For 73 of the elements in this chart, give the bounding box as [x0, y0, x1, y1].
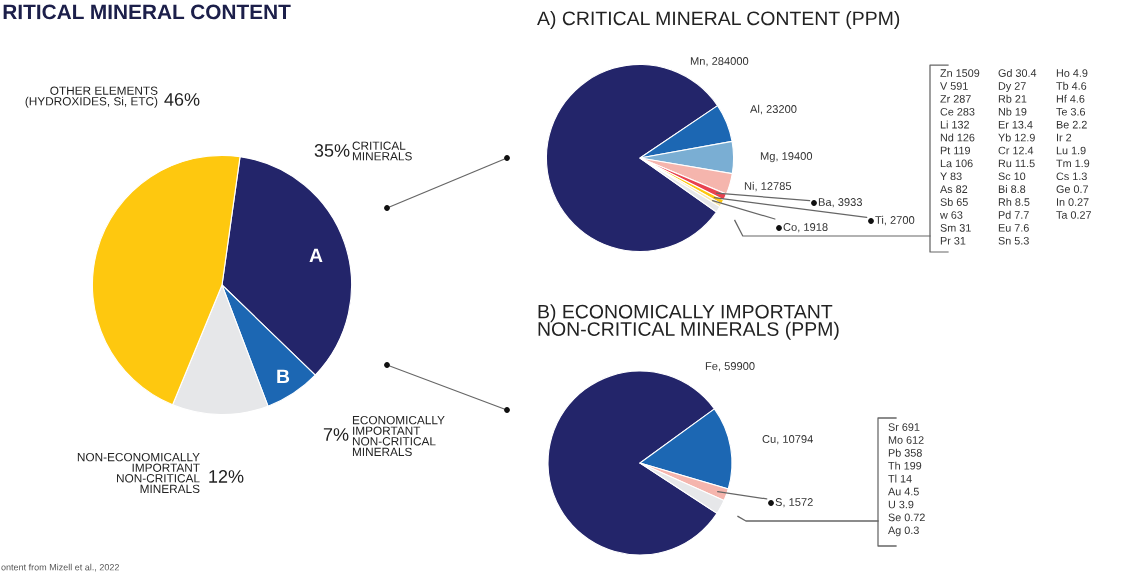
text: Lu 1.9: [1056, 146, 1086, 155]
text: V 591: [940, 82, 968, 90]
chart-title: A) CRITICAL MINERAL CONTENT (PPM): [537, 10, 900, 30]
text: Sb 65: [940, 197, 968, 206]
text: Te 3.6: [1056, 107, 1086, 116]
text: Au 4.5: [888, 487, 919, 496]
text: Sn 5.3: [998, 236, 1029, 245]
text: U 3.9: [888, 500, 914, 509]
text: Eu 7.6: [998, 224, 1029, 232]
slice-label: NON-ECONOMICALLY IMPORTANT NON-CRITICAL MINERALS: [77, 452, 200, 494]
slice-label: Cu, 10794: [762, 435, 813, 445]
text: Bi 8.8: [998, 185, 1026, 194]
text: Gd 30.4: [998, 68, 1037, 77]
text: Be 2.2: [1056, 120, 1087, 129]
text: Cr 12.4: [998, 146, 1034, 155]
data-label: 12%: [209, 470, 244, 483]
slice-label: S, 1572: [775, 498, 813, 508]
chart-title: B) ECONOMICALLY IMPORTANT NON-CRITICAL MINERALS (PPM): [538, 304, 839, 340]
text: Nd 126: [940, 133, 975, 142]
text: Yb 12.9: [998, 133, 1035, 142]
text: Se 0.72: [888, 513, 925, 522]
text: B: [277, 369, 290, 384]
slice-label: Al, 23200: [750, 104, 797, 115]
text: Pb 358: [888, 448, 922, 457]
text: Ru 11.5: [998, 159, 1035, 168]
text: In 0.27: [1057, 198, 1089, 206]
slice-label: OTHER ELEMENTS (HYDROXIDES, Si, ETC): [25, 86, 158, 108]
text: Li 132: [940, 120, 969, 129]
text: Pt 119: [940, 146, 971, 155]
text: Nb 19: [998, 107, 1027, 116]
text: Th 199: [888, 461, 922, 470]
text: Pr 31: [940, 236, 966, 245]
text: Rh 8.5: [998, 197, 1030, 206]
slice-label: Ba, 3933: [818, 198, 862, 208]
text: Sr 691: [888, 423, 920, 431]
text: Sm 31: [940, 224, 971, 232]
text: Rb 21: [998, 94, 1027, 103]
data-label: 35%: [314, 144, 350, 157]
text: La 106: [940, 159, 973, 168]
text: Ge 0.7: [1056, 185, 1088, 194]
text: Mo 612: [888, 436, 924, 444]
data-label: 7%: [323, 428, 349, 441]
text: Dy 27: [998, 82, 1026, 92]
text: Cs 1.3: [1056, 172, 1087, 181]
slice-label: CRITICAL MINERALS: [352, 141, 412, 161]
text: Sc 10: [998, 172, 1026, 181]
slice-label: Mg, 19400: [760, 152, 813, 163]
text: ontent from Mizell et al., 2022: [1, 563, 119, 572]
text: Tm 1.9: [1056, 159, 1090, 168]
slice-label: Co, 1918: [783, 223, 828, 233]
slice-label: ECONOMICALLY IMPORTANT NON-CRITICAL MINERALS: [352, 415, 445, 457]
text: w 63: [939, 211, 963, 219]
data-label: 46%: [164, 93, 200, 106]
text: Ag 0.3: [888, 526, 919, 537]
text: Zn 1509: [940, 69, 980, 77]
text: Er 13.4: [998, 120, 1033, 129]
text: Ir 2: [1057, 133, 1072, 142]
slice-label: Mn, 284000: [690, 57, 749, 67]
chart-title: RITICAL MINERAL CONTENT: [3, 4, 291, 20]
text: Tb 4.6: [1056, 81, 1087, 90]
slice-label: Ni, 12785: [744, 181, 792, 192]
slice-label: Ti, 2700: [875, 215, 915, 226]
text: Zr 287: [940, 95, 971, 103]
text: Ta 0.27: [1056, 211, 1091, 219]
text: Y 83: [940, 172, 962, 181]
text: Tl 14: [888, 474, 912, 483]
text: Pd 7.7: [998, 210, 1029, 219]
slice-label: Fe, 59900: [705, 362, 755, 372]
text: Ce 283: [940, 107, 975, 116]
text: Hf 4.6: [1056, 94, 1085, 103]
text: Ho 4.9: [1056, 69, 1088, 77]
text: As 82: [940, 185, 968, 194]
text: A: [309, 248, 323, 263]
